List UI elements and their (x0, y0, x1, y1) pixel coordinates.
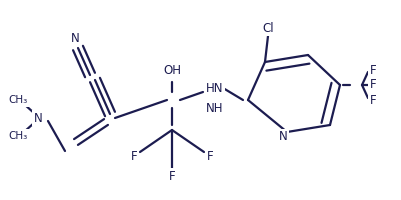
Text: N: N (34, 112, 43, 124)
Text: F: F (370, 78, 377, 92)
Text: CH₃: CH₃ (8, 95, 28, 105)
Text: NH: NH (206, 102, 224, 114)
Text: F: F (207, 150, 213, 162)
Text: F: F (370, 94, 377, 106)
Text: OH: OH (163, 64, 181, 76)
Text: CH₃: CH₃ (8, 131, 28, 141)
Text: HN: HN (206, 82, 224, 95)
Text: Cl: Cl (262, 21, 274, 34)
Text: N: N (71, 31, 79, 45)
Text: N: N (279, 130, 288, 144)
Text: F: F (370, 64, 377, 76)
Text: F: F (169, 170, 175, 182)
Text: F: F (131, 150, 137, 162)
